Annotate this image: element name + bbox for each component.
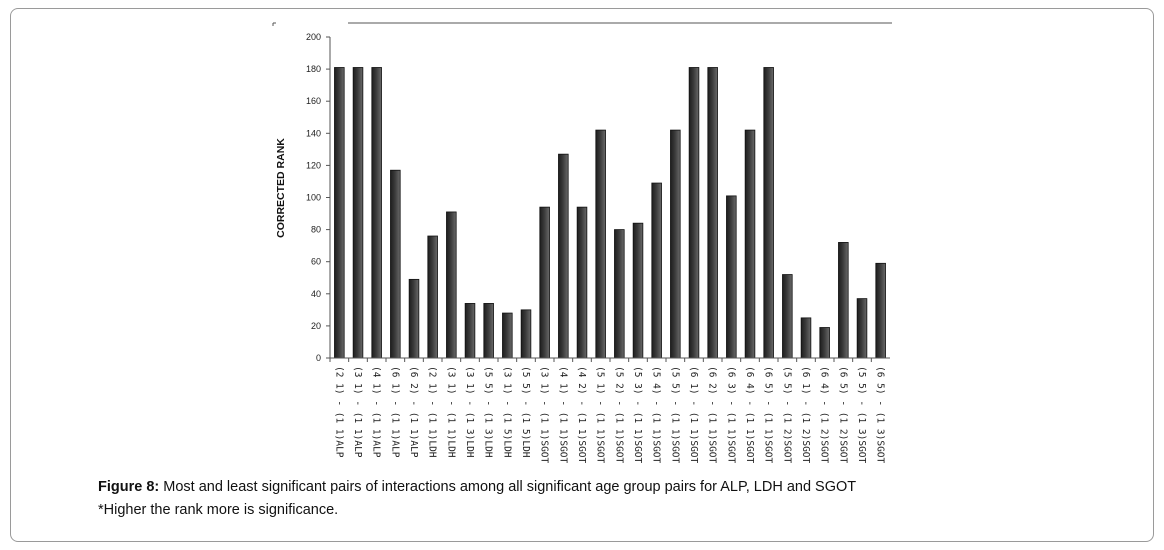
y-axis-ticks: 0 20 40 60 80 100 120 140 160 180 200 xyxy=(306,32,330,363)
chart-decoration xyxy=(272,22,892,26)
bar xyxy=(819,327,830,359)
x-category-label: (5 2) - (1 1)SGOT xyxy=(613,366,624,464)
bar xyxy=(875,262,886,359)
x-category-label: (6 3) - (1 1)SGOT xyxy=(725,366,736,464)
bar xyxy=(632,222,644,359)
bar xyxy=(483,303,494,359)
x-axis-labels: (2 1) - (1 1)ALP (3 1) - (1 1)ALP (4 1) - … xyxy=(329,358,886,464)
bar xyxy=(688,67,700,359)
bar xyxy=(782,274,793,359)
x-category-label: (6 5) - (1 1)SGOT xyxy=(763,366,774,464)
bar xyxy=(726,195,737,359)
figure-frame xyxy=(10,8,1154,542)
y-tick-label: 120 xyxy=(306,160,321,170)
x-category-label: (5 3) - (1 1)SGOT xyxy=(632,366,643,464)
x-category-label: (4 1) - (1 1)ALP xyxy=(371,366,382,458)
x-category-label: (5 1) - (1 1)SGOT xyxy=(595,366,606,464)
x-category-label: (6 4) - (1 2)SGOT xyxy=(819,366,830,464)
bar xyxy=(539,206,550,359)
y-tick-label: 40 xyxy=(311,289,321,299)
x-category-label: (5 5) - (1 3)SGOT xyxy=(856,366,867,464)
bar xyxy=(371,67,382,359)
figure-caption: Figure 8: Most and least significant pai… xyxy=(98,476,1098,522)
bar xyxy=(595,129,606,359)
bar-chart: 0 20 40 60 80 100 120 140 160 180 200 (2 1) - (1 1… xyxy=(272,22,892,464)
bar xyxy=(520,309,532,359)
y-tick-label: 180 xyxy=(306,64,321,74)
x-category-label: (6 1) - (1 1)SGOT xyxy=(688,366,699,464)
bar xyxy=(502,312,513,359)
bar xyxy=(427,235,438,359)
x-category-label: (5 5) - (1 2)SGOT xyxy=(781,366,792,464)
x-category-label: (4 2) - (1 1)SGOT xyxy=(576,366,587,464)
caption-text: Most and least significant pairs of inte… xyxy=(159,479,857,495)
figure-label: Figure 8: xyxy=(98,479,160,495)
y-tick-label: 0 xyxy=(316,353,321,363)
bar xyxy=(390,169,401,359)
bar xyxy=(352,67,364,359)
y-tick-label: 20 xyxy=(311,321,321,331)
y-tick-label: 200 xyxy=(306,32,321,42)
caption-line: Figure 8: Most and least significant pai… xyxy=(98,476,1098,499)
bar xyxy=(800,317,812,359)
bar xyxy=(558,153,569,359)
bar xyxy=(576,206,588,359)
x-category-label: (6 2) - (1 1)SGOT xyxy=(707,366,718,464)
bar xyxy=(614,229,625,359)
bar xyxy=(670,129,681,359)
y-axis-title: CORRECTED RANK xyxy=(275,138,287,238)
x-category-label: (2 1) - (1 1)LDH xyxy=(427,366,438,458)
x-category-label: (3 1) - (1 5)LDH xyxy=(501,366,512,458)
x-category-label: (3 1) - (1 1)LDH xyxy=(445,366,456,458)
x-category-label: (6 4) - (1 1)SGOT xyxy=(744,366,755,464)
x-category-label: (6 1) - (1 2)SGOT xyxy=(800,366,811,464)
y-tick-label: 140 xyxy=(306,128,321,138)
x-category-label: (2 1) - (1 1)ALP xyxy=(333,366,344,458)
x-category-label: (5 4) - (1 1)SGOT xyxy=(651,366,662,464)
figure-note: *Higher the rank more is significance. xyxy=(98,502,339,518)
bar xyxy=(334,67,345,359)
x-category-label: (3 1) - (1 1)SGOT xyxy=(539,366,550,464)
y-tick-label: 60 xyxy=(311,257,321,267)
bar xyxy=(464,303,476,359)
bar xyxy=(744,129,756,359)
bar xyxy=(707,67,718,359)
bar xyxy=(763,67,774,359)
x-category-label: (6 1) - (1 1)ALP xyxy=(389,366,400,458)
y-tick-label: 80 xyxy=(311,225,321,235)
bar xyxy=(408,278,420,359)
x-category-label: (3 1) - (1 3)LDH xyxy=(464,366,475,458)
y-tick-label: 100 xyxy=(306,193,321,203)
x-category-label: (6 5) - (1 3)SGOT xyxy=(875,366,886,464)
bar xyxy=(838,242,849,359)
x-category-label: (5 5) - (1 1)SGOT xyxy=(669,366,680,464)
x-category-label: (3 1) - (1 1)ALP xyxy=(352,366,363,458)
bar xyxy=(446,211,457,359)
bars-group xyxy=(334,67,886,359)
bar xyxy=(856,298,868,359)
x-category-label: (5 5) - (1 5)LDH xyxy=(520,366,531,458)
x-category-label: (5 5) - (1 3)LDH xyxy=(483,366,494,458)
y-tick-label: 160 xyxy=(306,96,321,106)
x-category-label: (4 1) - (1 1)SGOT xyxy=(557,366,568,464)
x-category-label: (6 2) - (1 1)ALP xyxy=(408,366,419,458)
x-category-label: (6 5) - (1 2)SGOT xyxy=(837,366,848,464)
bar xyxy=(651,182,662,359)
